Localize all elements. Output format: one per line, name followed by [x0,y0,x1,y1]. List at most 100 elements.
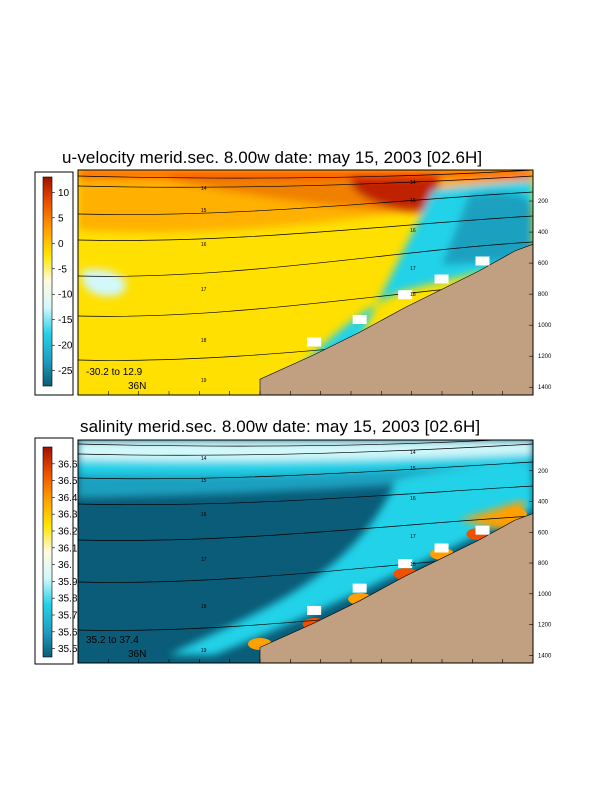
colorbar-tick-label: -20 [58,341,73,352]
colorbar-tick-label: 36.6 [58,459,78,470]
colorbar-tick-label: 10 [58,188,70,199]
contour-label: 19 [201,648,207,654]
contour-label: 14 [410,450,416,456]
contour-label: 14 [201,186,207,192]
colorbar-tick-label: 35.8 [58,594,78,605]
grid-gap [475,256,490,266]
colorbar-tick-label: -25 [58,366,73,377]
contour-line [78,461,533,480]
field-blob [78,170,533,178]
contour-label: 15 [410,198,416,204]
contour-label: 17 [410,266,416,272]
colorbar-frame [34,171,74,396]
contour-label: 15 [201,478,207,484]
range-label: -30.2 to 12.9 [86,367,143,378]
colorbar-tick-label: 36.4 [58,493,78,504]
contour-line [78,175,533,188]
contour-label: 18 [410,562,416,568]
colorbar-tick-label: -10 [58,290,73,301]
colorbar [42,446,53,658]
contour-label: 18 [201,604,207,610]
plot-frame [77,439,534,664]
range-label: 35.2 to 37.4 [86,635,139,646]
contour-label: 14 [201,456,207,462]
colorbar-tick-label: 35.9 [58,577,78,588]
contour-label: 17 [201,557,207,563]
contour-label: 16 [201,242,207,248]
colorbar-tick-label: -15 [58,315,73,326]
grid-gap [307,605,322,615]
grid-gap [307,337,322,347]
contour-line [78,170,533,179]
field-blob [442,192,533,265]
grid-gap [434,274,449,284]
colorbar-tick-label: 36.2 [58,527,78,538]
colorbar-tick-label: 35.7 [58,611,78,622]
contour-line [78,515,533,541]
colorbar-tick-label: 0 [58,239,64,250]
depth-tick-label: 1000 [538,323,552,329]
field-blob [169,463,533,655]
section-label: 36N [128,649,146,660]
depth-tick-label: 1400 [538,653,552,659]
grid-gap [352,315,367,324]
contour-label: 19 [201,378,207,384]
depth-tick-label: 800 [538,561,549,567]
contour-line [78,215,533,241]
contour-label: 16 [201,512,207,518]
depth-tick-label: 1200 [538,623,552,629]
grid-gap [475,525,490,535]
depth-tick-label: 800 [538,292,549,298]
colorbar [42,176,53,387]
colorbar-tick-label: 36.5 [58,476,78,487]
contour-label: 16 [410,496,416,502]
section-field: 14 15 16 17 18 19 14 15 16 17 18 [78,440,533,663]
depth-tick-label: 1400 [538,385,552,391]
depth-tick-label: 1200 [538,354,552,360]
field-blob [78,440,533,462]
grid-gap [352,583,367,593]
depth-tick-label: 1000 [538,592,552,598]
contour-label: 16 [410,228,416,234]
contour-line [78,443,533,456]
colorbar-frame [34,437,74,665]
colorbar-tick-label: 36.1 [58,543,78,554]
contour-line [78,440,503,447]
section-field: 14 15 16 17 18 19 14 15 16 17 18 [78,170,533,395]
section-label: 36N [128,381,146,392]
field-blobs [78,440,533,655]
velocity-panel-title: u-velocity merid.sec. 8.00w date: may 15… [62,148,483,167]
grid-gap [398,290,413,300]
colorbar-tick-label: 35.6 [58,627,78,638]
colorbar-tick-label: 35.5 [58,644,78,655]
seafloor [259,513,533,663]
contour-label: 14 [410,180,416,186]
field-blob [351,170,442,211]
depth-tick-label: 600 [538,530,549,536]
contour-line [78,485,533,506]
colorbar-tick-label: -5 [58,264,67,275]
contour-label: 18 [410,292,416,298]
contour-line [78,191,533,215]
contour-label: 15 [410,466,416,472]
colorbar-tick-label: 5 [58,213,64,224]
salinity-panel-title: salinity merid.sec. 8.00w date: may 15, … [80,417,481,436]
plot-frame [77,169,534,396]
grid-gap [398,559,413,569]
colorbar-tick-label: 36. [58,560,72,571]
colorbar-tick-label: 36.3 [58,510,78,521]
depth-tick-label: 400 [538,500,549,506]
contour-label: 18 [201,338,207,344]
contour-label: 17 [410,534,416,540]
contour-lines [78,440,533,631]
depth-tick-label: 400 [538,230,549,236]
contour-label: 17 [201,287,207,293]
grid-gap [434,543,449,553]
contour-line [78,241,533,277]
depth-tick-label: 600 [538,261,549,267]
contour-label: 15 [201,208,207,214]
depth-tick-label: 200 [538,469,549,475]
seafloor [259,243,533,395]
depth-tick-label: 200 [538,199,549,205]
